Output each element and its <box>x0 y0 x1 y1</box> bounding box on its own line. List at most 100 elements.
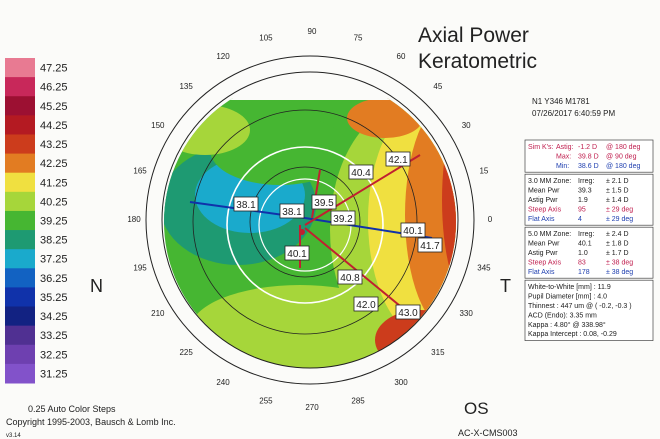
angle-label: 270 <box>305 403 319 412</box>
scale-label: 35.25 <box>40 292 68 304</box>
angle-label: 255 <box>259 397 273 406</box>
scale-swatch <box>5 77 35 97</box>
info-text: 38.6 D <box>578 163 599 170</box>
info-text: Pupil Diameter [mm] : 4.0 <box>528 294 607 301</box>
scale-swatch <box>5 344 35 365</box>
map-value: 40.1 <box>287 249 307 260</box>
scale-label: 34.25 <box>40 311 68 323</box>
info-text: 1.0 <box>578 250 588 257</box>
map-value: 40.4 <box>351 168 371 179</box>
angle-label: 165 <box>133 166 147 175</box>
scale-swatch <box>5 115 35 135</box>
value-box <box>353 296 379 312</box>
value-box <box>395 304 421 320</box>
scale-swatch <box>5 306 35 327</box>
scale-swatch <box>5 249 35 269</box>
angle-label: 285 <box>351 397 365 406</box>
info-text: Irreg: <box>578 178 594 185</box>
map-value: 38.1 <box>236 200 256 211</box>
patient-id: N1 Y346 M1781 <box>532 97 590 106</box>
value-box <box>385 151 411 167</box>
map-value: 42.0 <box>356 300 376 311</box>
info-text: Kappa : 4.80° @ 338.98° <box>528 321 606 329</box>
scale-label: 39.25 <box>40 216 68 228</box>
code: AC-X-CMS003 <box>458 428 518 438</box>
angle-label: 30 <box>462 121 471 130</box>
angle-label: 15 <box>479 166 488 175</box>
info-text: 83 <box>578 259 586 266</box>
map-value: 40.1 <box>403 226 423 237</box>
info-text: 39.8 D <box>578 153 599 160</box>
scale-swatch <box>5 230 35 250</box>
info-text: ± 38 deg <box>606 259 633 266</box>
scale-label: 44.25 <box>40 120 68 132</box>
scale-label: 42.25 <box>40 158 68 170</box>
angle-label: 75 <box>354 33 363 42</box>
info-text: Steep Axis <box>528 206 562 213</box>
scale-swatch <box>5 210 35 231</box>
scale-label: 37.25 <box>40 254 68 266</box>
info-text: Irreg: <box>578 231 594 238</box>
angle-label: 330 <box>459 309 473 318</box>
info-text: -1.2 D <box>578 144 597 151</box>
info-text: Steep Axis <box>528 259 562 266</box>
info-text: ± 1.7 D <box>606 250 629 257</box>
info-text: Max: <box>556 153 571 160</box>
map-value: 42.1 <box>388 155 408 166</box>
info-text: Sim K's: <box>528 144 554 151</box>
value-box <box>284 245 310 261</box>
info-text: ± 1.8 D <box>606 241 629 248</box>
angle-label: 240 <box>216 378 230 387</box>
info-text: ± 38 deg <box>606 269 633 276</box>
scale-label: 45.25 <box>40 101 68 113</box>
info-text: 1.9 <box>578 197 588 204</box>
info-text: 3.0 MM Zone: <box>528 178 571 185</box>
scale-label: 38.25 <box>40 235 68 247</box>
angle-label: 180 <box>127 215 141 224</box>
version: v3.14 <box>6 433 21 439</box>
scale-swatch <box>5 134 35 155</box>
scale-swatch <box>5 191 35 212</box>
eye-label: OS <box>464 399 489 418</box>
info-text: @ 90 deg <box>606 153 637 160</box>
scale-label: 33.25 <box>40 330 68 342</box>
info-panel <box>524 173 654 226</box>
info-text: 95 <box>578 206 586 213</box>
scale-swatch <box>5 268 35 288</box>
info-text: 40.1 <box>578 241 592 248</box>
info-text: 178 <box>578 269 590 276</box>
angle-label: 60 <box>397 52 406 61</box>
map-value: 40.8 <box>340 273 360 284</box>
info-text: @ 180 deg <box>606 144 640 151</box>
angle-label: 45 <box>433 82 442 91</box>
value-box <box>417 237 443 253</box>
info-text: White-to-White [mm] : 11.9 <box>528 284 611 291</box>
scale-swatch <box>5 96 35 116</box>
info-text: Astig Pwr <box>528 250 558 257</box>
info-text: Mean Pwr <box>528 188 560 195</box>
info-text: Min: <box>556 163 569 170</box>
title: Axial Power <box>418 24 529 47</box>
copyright: Copyright 1995-2003, Bausch & Lomb Inc. <box>6 417 176 427</box>
scale-label: 36.25 <box>40 273 68 285</box>
nasal-label: N <box>90 276 103 296</box>
value-box <box>330 210 356 226</box>
angle-label: 0 <box>488 215 493 224</box>
value-box <box>348 164 374 180</box>
angle-label: 135 <box>179 82 193 91</box>
timestamp: 07/26/2017 6:40:59 PM <box>532 109 616 118</box>
scale-label: 41.25 <box>40 177 68 189</box>
angle-label: 120 <box>216 52 230 61</box>
info-text: ± 2.1 D <box>606 178 629 185</box>
angle-label: 345 <box>477 264 491 273</box>
value-box <box>233 196 259 212</box>
info-text: Flat Axis <box>528 216 555 223</box>
angle-label: 300 <box>394 378 408 387</box>
scale-swatch <box>5 363 35 384</box>
info-text: Thinnest : 447 um @ ( -0.2, -0.3 ) <box>528 303 632 310</box>
map-value: 41.7 <box>420 241 440 252</box>
angle-label: 210 <box>151 309 165 318</box>
angle-label: 90 <box>308 27 317 36</box>
info-text: ± 29 deg <box>606 206 633 213</box>
info-text: Astig: <box>556 144 574 151</box>
